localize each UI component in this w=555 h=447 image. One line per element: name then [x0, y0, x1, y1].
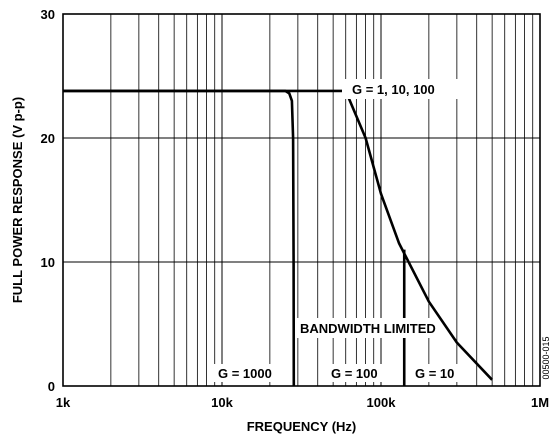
x-tick-label: 10k: [211, 395, 233, 410]
series-line-g-1000: [63, 89, 296, 387]
y-tick-label: 10: [41, 255, 55, 270]
x-axis-title: FREQUENCY (Hz): [247, 419, 357, 434]
x-tick-label: 1M: [531, 395, 549, 410]
annotation-bandwidth-limited: BANDWIDTH LIMITED: [300, 321, 436, 336]
label-g-1000: G = 1000: [218, 366, 272, 381]
x-tick-label: 100k: [367, 395, 397, 410]
y-tick-label: 0: [48, 379, 55, 394]
y-axis-title: FULL POWER RESPONSE (V p-p): [10, 97, 25, 303]
label-bg-bandwidth-limited: [296, 318, 434, 338]
label-bg-g-1-10-100: [342, 79, 460, 99]
label-bg-g-100: [327, 364, 395, 382]
label-bg-g-1000: [213, 364, 289, 382]
label-g-10: G = 10: [415, 366, 454, 381]
x-tick-label: 1k: [56, 395, 71, 410]
plot-frame: [62, 13, 541, 387]
y-tick-label: 30: [41, 7, 55, 22]
label-bg-g-10: [410, 364, 468, 382]
y-tick-label: 20: [41, 131, 55, 146]
annotation-g-1-10-100: G = 1, 10, 100: [352, 82, 435, 97]
figure-id: 00500-015: [541, 336, 551, 379]
label-g-100: G = 100: [331, 366, 378, 381]
